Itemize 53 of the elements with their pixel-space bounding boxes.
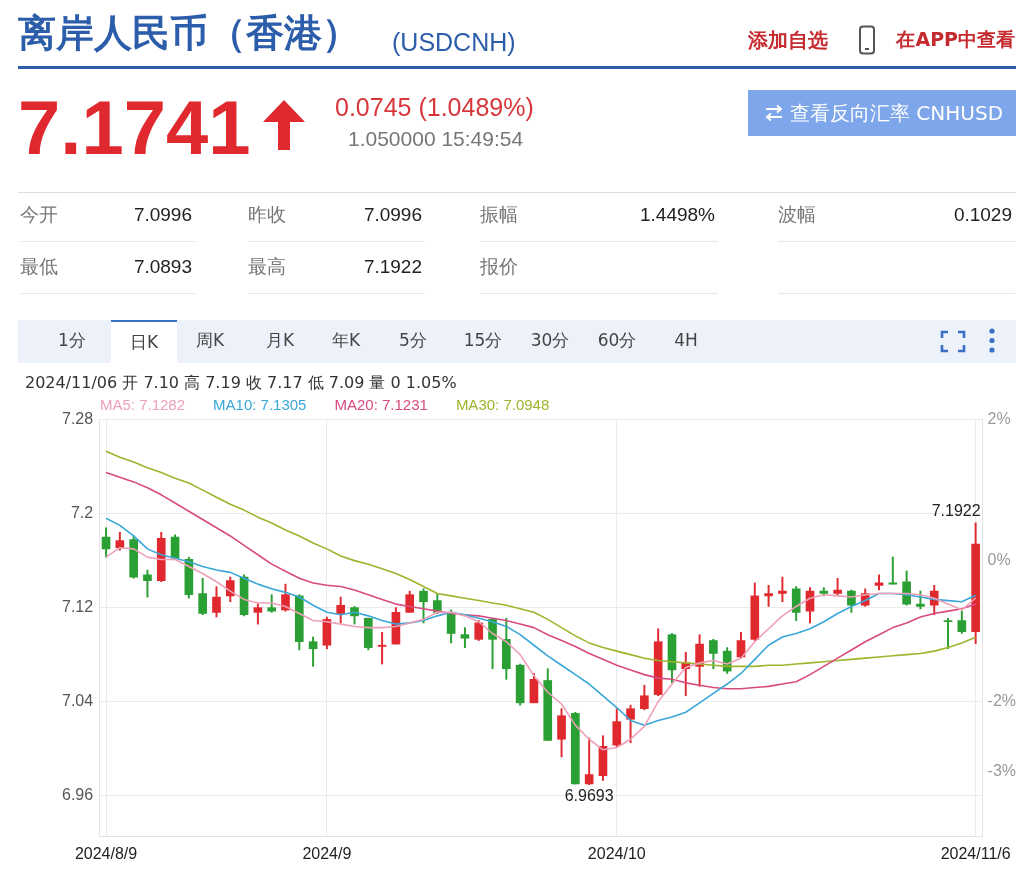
y-tick-label: 7.28 [62, 410, 94, 428]
text: 7.0996 [133, 204, 192, 226]
y-tick-label: 6.96 [62, 786, 94, 804]
y2-tick-label: 0% [987, 550, 1011, 568]
x-tick-label: 2024/10 [587, 844, 646, 862]
text: MA30: 7.0948 [455, 396, 550, 414]
text: 1.4498% [639, 204, 715, 226]
annotation: 6.9693 [564, 787, 614, 805]
chart-title: 离岸人民币（香港） [18, 11, 360, 56]
text: 月K [264, 329, 296, 352]
text: 查看反向汇率 CNHUSD [748, 90, 1016, 136]
text: 振幅 [480, 203, 518, 226]
text: 7.1741 [18, 84, 251, 172]
text: 1分 [57, 329, 87, 352]
text: 在APP中查看 [896, 28, 1015, 51]
text: 昨收 [248, 203, 286, 226]
annotation: 7.1922 [931, 502, 981, 520]
text: 0.0745 (1.0489%) [335, 93, 534, 122]
y2-tick-label: -3% [987, 762, 1016, 780]
chart-subtitle: (USDCNH) [392, 28, 516, 57]
text: 0.1029 [953, 204, 1012, 226]
text: MA20: 7.1231 [334, 396, 428, 414]
text: 年K [330, 329, 362, 352]
y2-tick-label: -2% [987, 691, 1016, 709]
text: 7.0893 [133, 256, 192, 278]
x-tick-label: 2024/9 [302, 844, 352, 862]
candlestick [943, 617, 953, 650]
text: 15分 [462, 329, 504, 352]
text: 最高 [248, 255, 286, 278]
text: 7.1922 [363, 256, 422, 278]
y2-tick-label: 2% [987, 410, 1011, 428]
text: 7.0996 [363, 204, 422, 226]
text: 波幅 [778, 203, 816, 226]
text: MA10: 7.1305 [213, 396, 307, 414]
text: 5分 [398, 329, 428, 352]
candlestick [377, 631, 387, 665]
x-tick-label: 2024/11/6 [940, 844, 1011, 862]
text: 2024/11/06 开 7.10 高 7.19 收 7.17 低 7.09 量 0 1.05% [25, 373, 457, 393]
y-tick-label: 7.2 [70, 504, 94, 522]
text: 最低 [20, 255, 58, 278]
x-tick-label: 2024/8/9 [74, 844, 138, 862]
text: 今开 [20, 203, 58, 226]
text: MA5: 7.1282 [100, 396, 186, 414]
text: 报价 [480, 255, 518, 278]
text: 添加自选 [748, 28, 828, 52]
text: 30分 [529, 329, 571, 352]
text: 周K [194, 329, 226, 352]
y-tick-label: 7.04 [62, 692, 94, 710]
text: 日K [111, 320, 177, 363]
text: 1.050000 15:49:54 [348, 127, 524, 152]
text: 60分 [596, 329, 638, 352]
y-tick-label: 7.12 [62, 598, 94, 616]
text: 4H [673, 329, 699, 352]
